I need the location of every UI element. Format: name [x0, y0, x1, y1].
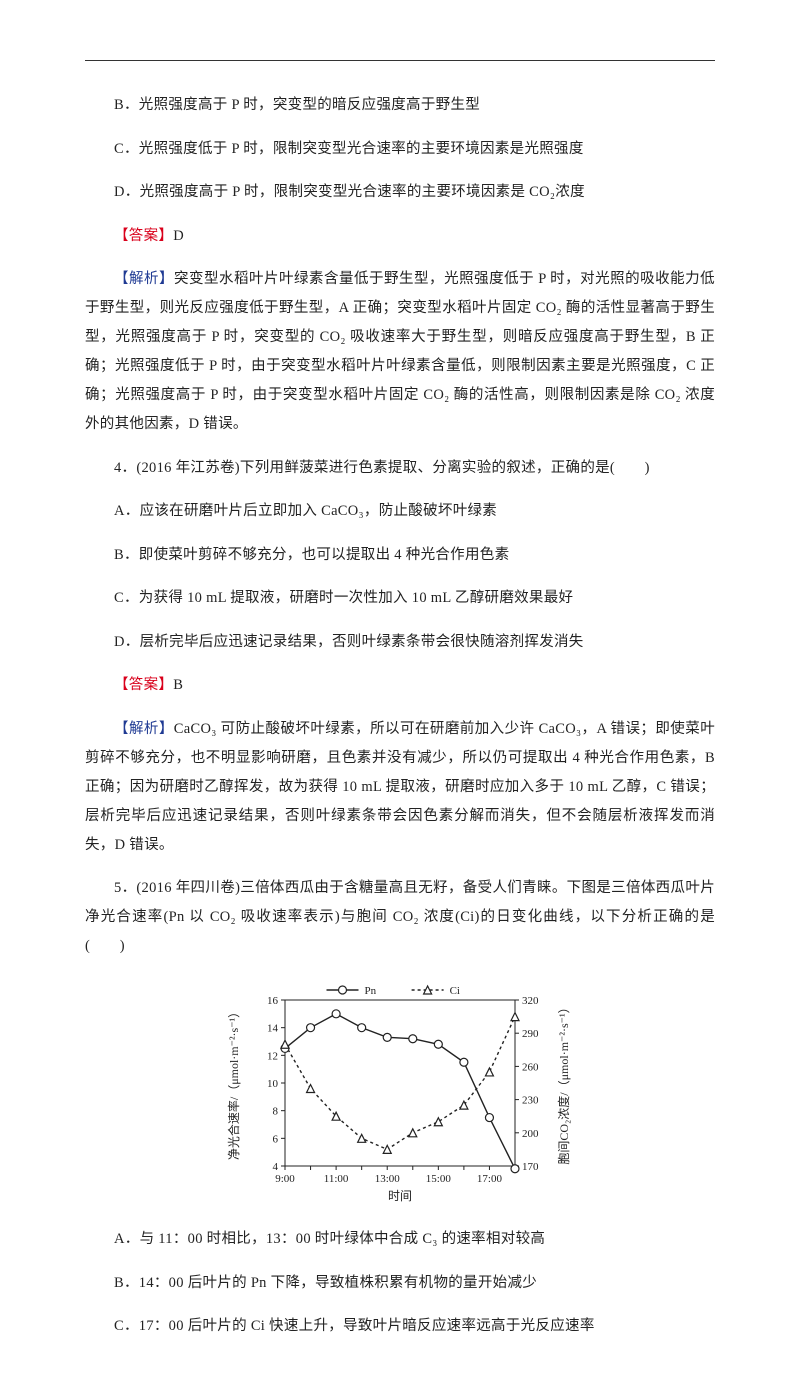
answer-value: D [173, 228, 184, 244]
chart-svg: 4 6 8 10 12 14 16 170 200 230 260 290 320 9:00 11:00 13… [220, 976, 580, 1206]
q3-answer: 【答案】D [85, 222, 715, 251]
analysis-label: 【解析】 [114, 721, 174, 737]
answer-label: 【答案】 [114, 228, 173, 244]
svg-text:4: 4 [273, 1161, 279, 1173]
q4-option-b: B．即使菜叶剪碎不够充分，也可以提取出 4 种光合作用色素 [85, 541, 715, 570]
q4-answer: 【答案】B [85, 671, 715, 700]
svg-text:320: 320 [522, 995, 539, 1007]
svg-text:170: 170 [522, 1161, 539, 1173]
svg-text:9:00: 9:00 [275, 1173, 295, 1185]
analysis-label: 【解析】 [114, 271, 174, 287]
q4-option-d: D．层析完毕后应迅速记录结果，否则叶绿素条带会很快随溶剂挥发消失 [85, 628, 715, 657]
svg-text:15:00: 15:00 [426, 1173, 452, 1185]
q4-analysis: 【解析】CaCO₃ 可防止酸破坏叶绿素，所以可在研磨前加入少许 CaCO₃，A … [85, 715, 715, 860]
svg-text:14: 14 [267, 1022, 279, 1034]
q3-option-c: C．光照强度低于 P 时，限制突变型光合速率的主要环境因素是光照强度 [85, 135, 715, 164]
svg-text:16: 16 [267, 995, 279, 1007]
svg-text:10: 10 [267, 1078, 279, 1090]
analysis-text: CaCO₃ 可防止酸破坏叶绿素，所以可在研磨前加入少许 CaCO₃，A 错误；即… [85, 721, 715, 853]
svg-text:290: 290 [522, 1028, 539, 1040]
q5-stem: 5．(2016 年四川卷)三倍体西瓜由于含糖量高且无籽，备受人们青睐。下图是三倍… [85, 874, 715, 961]
q4-option-c: C．为获得 10 mL 提取液，研磨时一次性加入 10 mL 乙醇研磨效果最好 [85, 584, 715, 613]
q3-option-d: D．光照强度高于 P 时，限制突变型光合速率的主要环境因素是 CO₂浓度 [85, 178, 715, 207]
answer-label: 【答案】 [114, 677, 173, 693]
top-rule [85, 60, 715, 61]
svg-text:净光合速率/（μmol·m⁻²·s⁻¹）: 净光合速率/（μmol·m⁻²·s⁻¹） [226, 1005, 241, 1159]
svg-text:Ci: Ci [450, 985, 460, 997]
svg-text:13:00: 13:00 [375, 1173, 401, 1185]
svg-text:11:00: 11:00 [324, 1173, 349, 1185]
svg-text:260: 260 [522, 1061, 539, 1073]
svg-text:12: 12 [267, 1050, 278, 1062]
svg-text:6: 6 [273, 1133, 279, 1145]
q3-option-b: B．光照强度高于 P 时，突变型的暗反应强度高于野生型 [85, 91, 715, 120]
svg-text:17:00: 17:00 [477, 1173, 503, 1185]
q5-option-a: A．与 11：00 时相比，13：00 时叶绿体中合成 C₃ 的速率相对较高 [85, 1225, 715, 1254]
svg-text:8: 8 [273, 1105, 279, 1117]
q4-option-a: A．应该在研磨叶片后立即加入 CaCO₃，防止酸破坏叶绿素 [85, 497, 715, 526]
q3-analysis: 【解析】突变型水稻叶片叶绿素含量低于野生型，光照强度低于 P 时，对光照的吸收能… [85, 265, 715, 439]
svg-text:胞间CO₂浓度/（μmol·m⁻²·s⁻¹）: 胞间CO₂浓度/（μmol·m⁻²·s⁻¹） [556, 1001, 571, 1164]
q5-option-b: B．14：00 后叶片的 Pn 下降，导致植株积累有机物的量开始减少 [85, 1269, 715, 1298]
analysis-text: 突变型水稻叶片叶绿素含量低于野生型，光照强度低于 P 时，对光照的吸收能力低于野… [85, 271, 715, 432]
svg-text:Pn: Pn [365, 985, 377, 997]
svg-text:时间: 时间 [388, 1189, 412, 1203]
q5-chart: 4 6 8 10 12 14 16 170 200 230 260 290 320 9:00 11:00 13… [85, 976, 715, 1211]
svg-text:200: 200 [522, 1127, 539, 1139]
q4-stem: 4．(2016 年江苏卷)下列用鲜菠菜进行色素提取、分离实验的叙述，正确的是( … [85, 454, 715, 483]
answer-value: B [173, 677, 183, 693]
document-page: B．光照强度高于 P 时，突变型的暗反应强度高于野生型 C．光照强度低于 P 时… [0, 0, 800, 1396]
q5-option-c: C．17：00 后叶片的 Ci 快速上升，导致叶片暗反应速率远高于光反应速率 [85, 1312, 715, 1341]
svg-text:230: 230 [522, 1094, 539, 1106]
